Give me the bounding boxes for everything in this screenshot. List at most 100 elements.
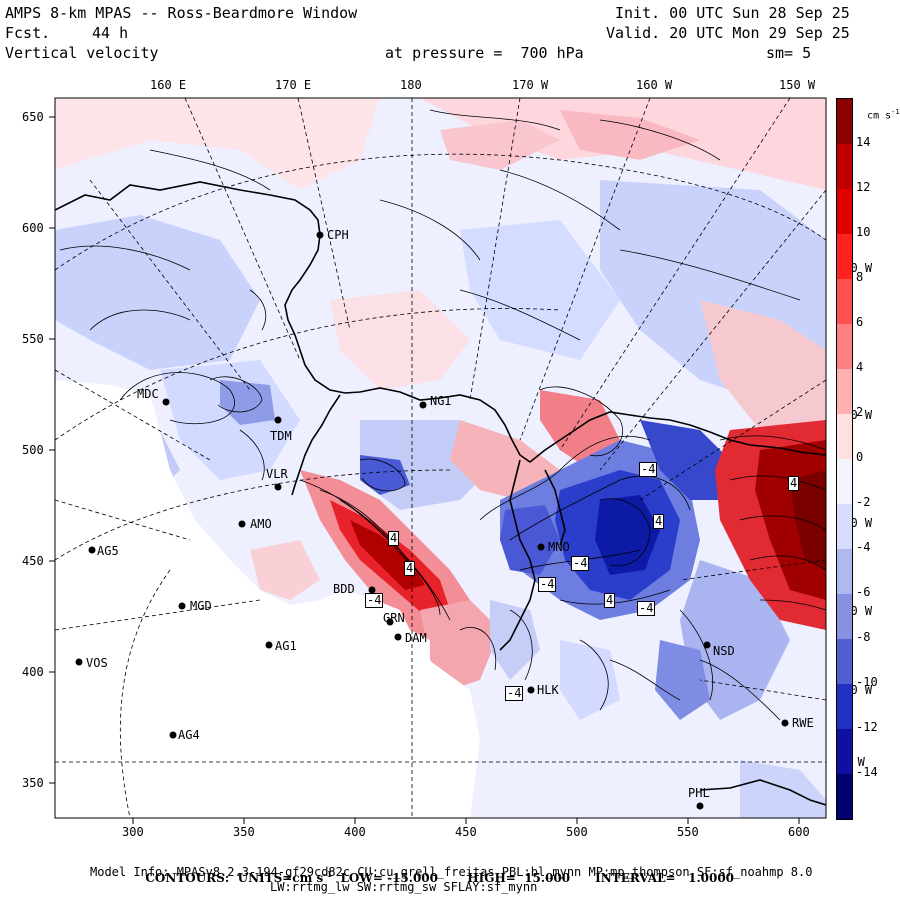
- station-label-ag4: AG4: [178, 728, 200, 742]
- station-label-ag1: AG1: [275, 639, 297, 653]
- colorbar-segment: [837, 369, 852, 414]
- x-tick-label: 450: [455, 825, 477, 839]
- lon-label-170e: 170 E: [275, 78, 312, 92]
- contour-marker: -4: [538, 577, 557, 592]
- model-info: Model Info: MPASv8.2.3-194-gf29cd82c CU:…: [90, 865, 813, 879]
- y-tick-label: 650: [22, 110, 44, 124]
- station-nsd-dot: [703, 641, 711, 649]
- colorbar-tick-label: -2: [856, 495, 871, 509]
- colorbar: [836, 98, 853, 820]
- station-ngi-dot: [419, 401, 427, 409]
- lon-label-160w: 160 W: [636, 78, 673, 92]
- forecast-label: Fcst.: [5, 24, 51, 42]
- colorbar-tick-label: -8: [856, 630, 871, 644]
- pressure-level: at pressure = 700 hPa: [385, 44, 584, 62]
- colorbar-tick-label: 6: [856, 315, 864, 329]
- contour-marker: -4: [637, 601, 656, 616]
- y-tick-label: 600: [22, 221, 44, 235]
- y-tick-label: 500: [22, 443, 44, 457]
- station-cph-dot: [316, 231, 324, 239]
- station-amo-dot: [238, 520, 246, 528]
- y-tick-label: 350: [22, 776, 44, 790]
- station-mdc-dot: [162, 398, 170, 406]
- colorbar-segment: [837, 549, 852, 594]
- colorbar-tick-label: 8: [856, 270, 864, 284]
- colorbar-segment: [837, 729, 852, 774]
- station-label-vos: VOS: [86, 656, 108, 670]
- colorbar-tick-label: -10: [856, 675, 878, 689]
- station-label-mno: MNO: [548, 540, 570, 554]
- colorbar-segment: [837, 189, 852, 234]
- contour-marker: 4: [388, 531, 400, 546]
- station-grn-dot: [386, 618, 394, 626]
- init-time: Init. 00 UTC Sun 28 Sep 25: [615, 4, 850, 22]
- station-label-cph: CPH: [327, 228, 349, 242]
- colorbar-tick-label: -6: [856, 585, 871, 599]
- x-tick-label: 500: [566, 825, 588, 839]
- station-hlk-dot: [527, 686, 535, 694]
- station-label-ag5: AG5: [97, 544, 119, 558]
- x-tick-label: 400: [344, 825, 366, 839]
- station-rwe-dot: [781, 719, 789, 727]
- contour-marker: -4: [505, 686, 524, 701]
- station-label-tdm: TDM: [270, 429, 292, 443]
- contour-marker: -4: [571, 556, 590, 571]
- y-tick-label: 450: [22, 554, 44, 568]
- colorbar-segment: [837, 99, 852, 144]
- colorbar-tick-label: 0: [856, 450, 864, 464]
- y-tick-label: 400: [22, 665, 44, 679]
- forecast-hour: 44 h: [92, 24, 129, 42]
- colorbar-segment: [837, 684, 852, 729]
- colorbar-tick-label: -4: [856, 540, 871, 554]
- colorbar-segment: [837, 144, 852, 189]
- station-dam-dot: [394, 633, 402, 641]
- colorbar-segment: [837, 279, 852, 324]
- lon-label-170w: 170 W: [512, 78, 549, 92]
- colorbar-segment: [837, 324, 852, 369]
- colorbar-segment: [837, 594, 852, 639]
- x-tick-label: 300: [122, 825, 144, 839]
- colorbar-tick-label: 2: [856, 405, 864, 419]
- station-vlr-dot: [274, 483, 282, 491]
- x-tick-label: 600: [788, 825, 810, 839]
- contour-marker: 4: [788, 476, 800, 491]
- station-label-dam: DAM: [405, 631, 427, 645]
- lon-label-150w: 150 W: [779, 78, 816, 92]
- smoothing-level: sm= 5: [766, 44, 812, 62]
- contour-marker: -4: [639, 462, 658, 477]
- colorbar-units: cm s-1: [867, 108, 900, 122]
- contours-info: CONTOURS: UNITS=cm s-1 LOW= -15.000 HIGH…: [145, 869, 735, 885]
- station-tdm-dot: [274, 416, 282, 424]
- colorbar-segment: [837, 504, 852, 549]
- station-mgd-dot: [178, 602, 186, 610]
- station-phl-dot: [696, 802, 704, 810]
- colorbar-segment: [837, 414, 852, 459]
- station-label-mdc: MDC: [137, 387, 159, 401]
- station-label-vlr: VLR: [266, 467, 288, 481]
- station-label-ngi: NGI: [430, 394, 452, 408]
- station-label-rwe: RWE: [792, 716, 814, 730]
- x-tick-label: 350: [233, 825, 255, 839]
- lon-label-180: 180: [400, 78, 422, 92]
- station-label-amo: AMO: [250, 517, 272, 531]
- field-name: Vertical velocity: [5, 44, 159, 62]
- station-label-nsd: NSD: [713, 644, 735, 658]
- valid-time: Valid. 20 UTC Mon 29 Sep 25: [606, 24, 850, 42]
- colorbar-segment: [837, 234, 852, 279]
- colorbar-tick-label: 4: [856, 360, 864, 374]
- station-ag1-dot: [265, 641, 273, 649]
- model-info-physics: LW:rrtmg_lw SW:rrtmg_sw SFLAY:sf_mynn: [270, 880, 538, 894]
- station-label-grn: GRN: [383, 611, 405, 625]
- station-bdd-dot: [368, 586, 376, 594]
- lon-label-160e: 160 E: [150, 78, 187, 92]
- station-label-hlk: HLK: [537, 683, 559, 697]
- colorbar-tick-label: 10: [856, 225, 871, 239]
- x-tick-label: 550: [677, 825, 699, 839]
- colorbar-tick-label: -14: [856, 765, 878, 779]
- colorbar-segment: [837, 639, 852, 684]
- colorbar-tick-label: -12: [856, 720, 878, 734]
- colorbar-segment: [837, 774, 852, 819]
- contour-marker: -4: [365, 593, 384, 608]
- station-label-mgd: MGD: [190, 599, 212, 613]
